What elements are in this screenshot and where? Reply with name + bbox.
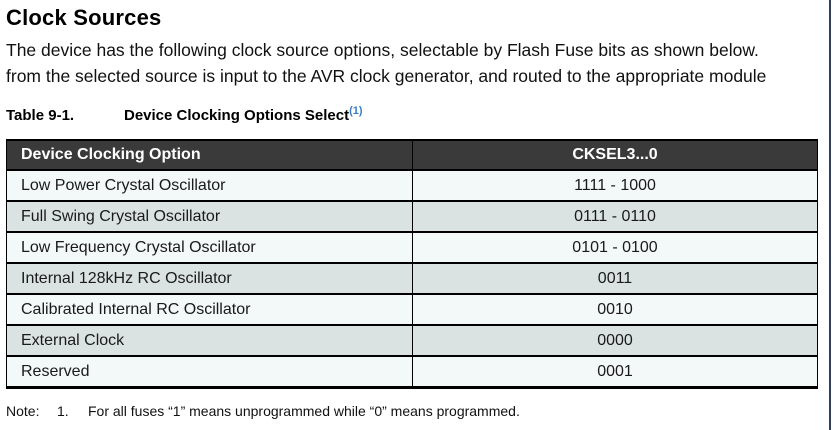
note-number: 1.: [57, 403, 69, 419]
table-row: Low Frequency Crystal Oscillator 0101 - 0…: [6, 231, 818, 264]
cksel-cell: 0001: [412, 355, 818, 389]
section-heading: Clock Sources: [6, 5, 162, 30]
option-cell: Reserved: [6, 355, 413, 389]
table-row: Full Swing Crystal Oscillator 0111 - 0110: [6, 200, 818, 233]
cksel-cell: 0011: [412, 262, 818, 295]
cksel-cell: 1111 - 1000: [412, 169, 818, 202]
table-row: External Clock 0000: [6, 324, 818, 357]
cksel-cell: 0101 - 0100: [412, 231, 818, 264]
paragraph-line-1: The device has the following clock sourc…: [6, 40, 759, 60]
option-cell: Low Frequency Crystal Oscillator: [6, 231, 413, 264]
option-cell: Internal 128kHz RC Oscillator: [6, 262, 413, 295]
cksel-cell: 0010: [412, 293, 818, 326]
note-text: For all fuses “1” means unprogrammed whi…: [88, 403, 520, 419]
page-right-border: [829, 0, 831, 430]
note-label: Note:: [6, 403, 40, 419]
device-clocking-options-table: Device Clocking Option CKSEL3...0 Low Po…: [6, 139, 818, 389]
option-cell: Low Power Crystal Oscillator: [6, 169, 413, 202]
cksel-cell: 0000: [412, 324, 818, 357]
table-row: Low Power Crystal Oscillator 1111 - 1000: [6, 169, 818, 202]
column-header-cksel: CKSEL3...0: [412, 139, 818, 171]
table-body: Low Power Crystal Oscillator 1111 - 1000 F…: [6, 169, 818, 389]
table-caption: Table 9-1. Device Clocking Options Select…: [6, 105, 363, 125]
table-header-row: Device Clocking Option CKSEL3...0: [6, 139, 818, 171]
table-row: Internal 128kHz RC Oscillator 0011: [6, 262, 818, 295]
option-cell: Calibrated Internal RC Oscillator: [6, 293, 413, 326]
option-cell: Full Swing Crystal Oscillator: [6, 200, 413, 233]
table-caption-label: Table 9-1.: [6, 107, 75, 124]
table-caption-title: Device Clocking Options Select: [124, 107, 350, 124]
table-row: Reserved 0001: [6, 355, 818, 389]
cksel-cell: 0111 - 0110: [412, 200, 818, 233]
table-note: Note: 1. For all fuses “1” means unprogram…: [6, 403, 520, 419]
paragraph-line-2: from the selected source is input to the…: [6, 66, 767, 86]
column-header-device-clocking-option: Device Clocking Option: [6, 139, 413, 171]
option-cell: External Clock: [6, 324, 413, 357]
footnote-ref-link[interactable]: (1): [349, 105, 363, 117]
table-row: Calibrated Internal RC Oscillator 0010: [6, 293, 818, 326]
